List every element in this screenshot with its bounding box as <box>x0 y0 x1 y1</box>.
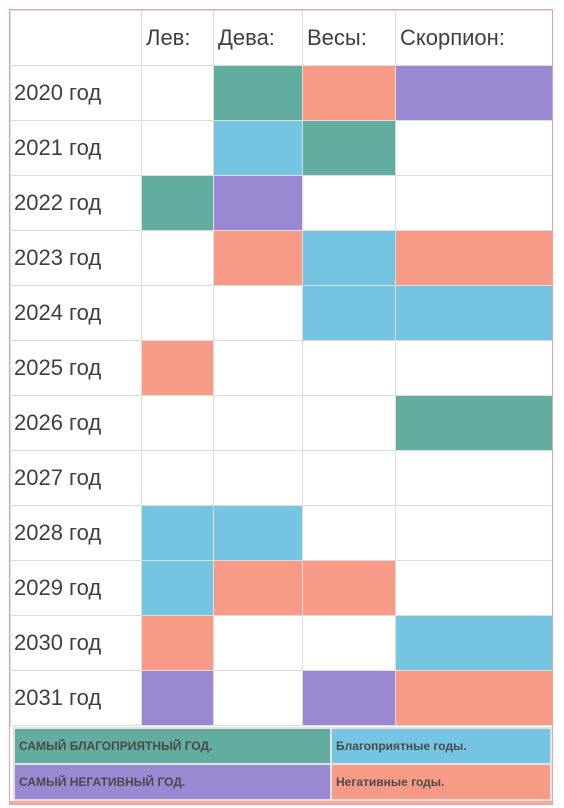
color-cell <box>213 230 303 286</box>
color-cell <box>302 120 396 176</box>
color-cell <box>213 670 303 726</box>
table-row: 2022 год <box>10 175 552 231</box>
color-cell <box>302 615 396 671</box>
years-grid: Лев: Дева: Весы: Скорпион: 2020 год 2021 год 2… <box>10 10 552 726</box>
table-row: 2024 год <box>10 285 552 341</box>
table-row: 2031 год <box>10 670 552 726</box>
color-cell <box>213 395 303 451</box>
year-cell: 2022 год <box>10 175 142 231</box>
color-cell <box>395 65 552 121</box>
color-cell <box>213 560 303 616</box>
color-cell <box>395 615 552 671</box>
color-cell <box>395 505 552 561</box>
year-cell: 2024 год <box>10 285 142 341</box>
color-cell <box>395 175 552 231</box>
color-cell <box>141 560 214 616</box>
color-cell <box>395 340 552 396</box>
year-cell: 2025 год <box>10 340 142 396</box>
year-cell: 2031 год <box>10 670 142 726</box>
color-cell <box>141 670 214 726</box>
color-cell <box>395 670 552 726</box>
color-cell <box>141 120 214 176</box>
year-cell: 2023 год <box>10 230 142 286</box>
table-row: 2030 год <box>10 615 552 671</box>
table-row: 2029 год <box>10 560 552 616</box>
color-cell <box>141 230 214 286</box>
legend-worst: САМЫЙ НЕГАТИВНЫЙ ГОД. <box>13 763 332 801</box>
table-row: 2025 год <box>10 340 552 396</box>
color-cell <box>302 450 396 506</box>
header-cell: Скорпион: <box>395 10 552 66</box>
table-row: 2023 год <box>10 230 552 286</box>
color-cell <box>302 340 396 396</box>
color-cell <box>141 340 214 396</box>
color-cell <box>302 230 396 286</box>
color-cell <box>213 175 303 231</box>
color-cell <box>395 120 552 176</box>
header-corner <box>10 10 142 66</box>
horoscope-table-frame: Лев: Дева: Весы: Скорпион: 2020 год 2021 год 2… <box>9 9 553 805</box>
legend: САМЫЙ БЛАГОПРИЯТНЫЙ ГОД. Благоприятные г… <box>13 727 552 801</box>
year-cell: 2020 год <box>10 65 142 121</box>
color-cell <box>302 65 396 121</box>
legend-bad: Негативные годы. <box>330 763 552 801</box>
color-cell <box>395 450 552 506</box>
color-cell <box>213 65 303 121</box>
color-cell <box>302 395 396 451</box>
color-cell <box>213 450 303 506</box>
year-cell: 2021 год <box>10 120 142 176</box>
color-cell <box>302 670 396 726</box>
header-cell: Весы: <box>302 10 396 66</box>
legend-good: Благоприятные годы. <box>330 727 552 765</box>
header-cell: Дева: <box>213 10 303 66</box>
color-cell <box>395 560 552 616</box>
color-cell <box>302 505 396 561</box>
legend-best: САМЫЙ БЛАГОПРИЯТНЫЙ ГОД. <box>13 727 332 765</box>
color-cell <box>141 175 214 231</box>
color-cell <box>302 175 396 231</box>
year-cell: 2027 год <box>10 450 142 506</box>
color-cell <box>213 615 303 671</box>
color-cell <box>141 395 214 451</box>
color-cell <box>395 285 552 341</box>
table-row: 2021 год <box>10 120 552 176</box>
header-row: Лев: Дева: Весы: Скорпион: <box>10 10 552 66</box>
year-cell: 2026 год <box>10 395 142 451</box>
color-cell <box>141 615 214 671</box>
color-cell <box>141 450 214 506</box>
year-cell: 2028 год <box>10 505 142 561</box>
color-cell <box>395 395 552 451</box>
table-row: 2027 год <box>10 450 552 506</box>
color-cell <box>213 285 303 341</box>
color-cell <box>141 285 214 341</box>
table-row: 2020 год <box>10 65 552 121</box>
header-cell: Лев: <box>141 10 214 66</box>
color-cell <box>302 285 396 341</box>
color-cell <box>395 230 552 286</box>
color-cell <box>213 340 303 396</box>
year-cell: 2029 год <box>10 560 142 616</box>
table-row: 2028 год <box>10 505 552 561</box>
table-row: 2026 год <box>10 395 552 451</box>
year-cell: 2030 год <box>10 615 142 671</box>
bottom-strip <box>10 801 552 804</box>
color-cell <box>141 505 214 561</box>
color-cell <box>141 65 214 121</box>
color-cell <box>213 505 303 561</box>
color-cell <box>302 560 396 616</box>
color-cell <box>213 120 303 176</box>
